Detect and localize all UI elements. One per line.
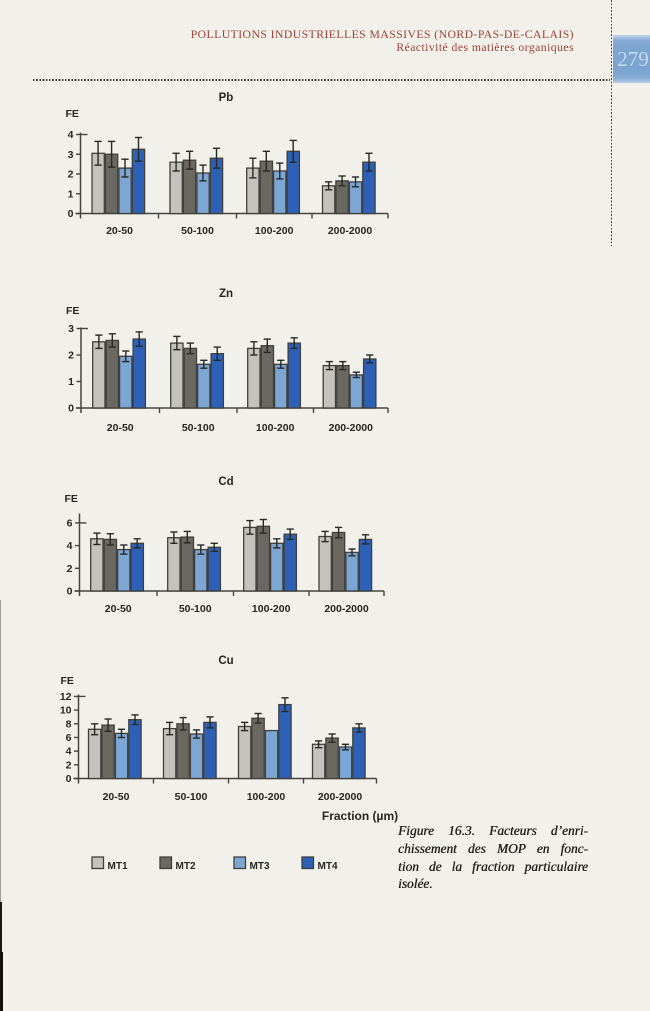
svg-text:50-100: 50-100 — [179, 603, 212, 615]
svg-text:FE: FE — [61, 675, 74, 687]
svg-text:MT4: MT4 — [318, 861, 338, 872]
svg-text:4: 4 — [67, 540, 73, 552]
svg-text:6: 6 — [66, 732, 72, 744]
svg-text:20-50: 20-50 — [106, 225, 133, 237]
svg-text:Cu: Cu — [218, 655, 233, 667]
svg-text:12: 12 — [60, 691, 72, 703]
svg-text:Cd: Cd — [218, 476, 233, 488]
svg-text:10: 10 — [60, 705, 72, 717]
svg-text:2: 2 — [68, 350, 74, 362]
svg-text:FE: FE — [66, 108, 79, 120]
svg-text:0: 0 — [68, 208, 74, 220]
svg-text:100-200: 100-200 — [247, 791, 286, 803]
svg-text:3: 3 — [68, 323, 74, 335]
svg-text:MT3: MT3 — [250, 861, 270, 872]
svg-text:2: 2 — [67, 563, 73, 575]
svg-text:3: 3 — [68, 149, 74, 161]
svg-text:8: 8 — [66, 718, 72, 730]
svg-text:200-2000: 200-2000 — [329, 422, 374, 434]
svg-text:50-100: 50-100 — [175, 791, 208, 803]
svg-text:MT1: MT1 — [108, 861, 128, 872]
svg-text:2: 2 — [66, 759, 72, 771]
svg-text:MT2: MT2 — [176, 861, 196, 872]
svg-text:50-100: 50-100 — [182, 422, 215, 434]
svg-text:FE: FE — [66, 305, 79, 317]
svg-text:200-2000: 200-2000 — [324, 603, 369, 615]
svg-text:FE: FE — [65, 493, 78, 505]
svg-text:4: 4 — [68, 129, 74, 141]
svg-text:Pb: Pb — [219, 92, 234, 104]
svg-text:200-2000: 200-2000 — [318, 791, 363, 803]
svg-text:100-200: 100-200 — [252, 603, 291, 615]
svg-text:100-200: 100-200 — [256, 422, 295, 434]
svg-text:1: 1 — [68, 188, 74, 200]
svg-text:0: 0 — [66, 773, 72, 785]
svg-text:Zn: Zn — [219, 288, 233, 300]
svg-text:4: 4 — [66, 746, 72, 758]
svg-text:100-200: 100-200 — [255, 225, 294, 237]
svg-text:0: 0 — [67, 586, 73, 598]
svg-text:50-100: 50-100 — [181, 225, 214, 237]
svg-text:20-50: 20-50 — [107, 422, 134, 434]
svg-text:20-50: 20-50 — [103, 791, 130, 803]
svg-text:1: 1 — [68, 376, 74, 388]
svg-text:20-50: 20-50 — [105, 603, 132, 615]
svg-text:Fraction (µm): Fraction (µm) — [322, 809, 398, 823]
svg-text:2: 2 — [68, 169, 74, 181]
svg-text:200-2000: 200-2000 — [328, 225, 373, 237]
svg-text:6: 6 — [67, 517, 73, 529]
svg-text:0: 0 — [68, 403, 74, 415]
